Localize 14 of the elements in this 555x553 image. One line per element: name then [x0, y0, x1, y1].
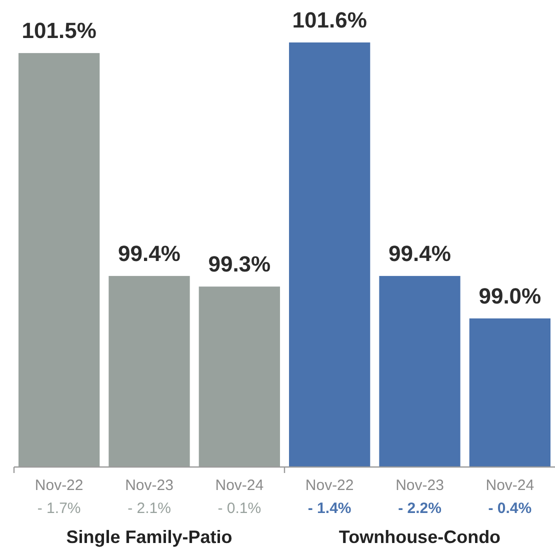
- data-label: 99.4%: [388, 240, 451, 266]
- x-tick-label: Nov-22 - 1.4%: [305, 477, 354, 517]
- x-axis-title: Townhouse-Condo: [338, 527, 501, 547]
- data-label: 99.0%: [478, 283, 542, 308]
- x-tick-label: Nov-24 - 0.1%: [215, 477, 264, 517]
- data-label: 99.3%: [208, 252, 271, 277]
- data-label: 99.4%: [118, 240, 180, 266]
- x-tick-label: Nov-23 - 2.1%: [125, 477, 174, 517]
- data-label: 101.6%: [292, 7, 367, 32]
- x-axis-title: Single Family-Patio: [66, 527, 232, 547]
- x-tick-label: Nov-24 - 0.4%: [486, 477, 534, 517]
- x-tick-label: Nov-22 - 1.7%: [34, 477, 84, 517]
- data-label: 101.5%: [22, 18, 96, 44]
- x-tick-label: Nov-23 - 2.2%: [396, 477, 444, 517]
